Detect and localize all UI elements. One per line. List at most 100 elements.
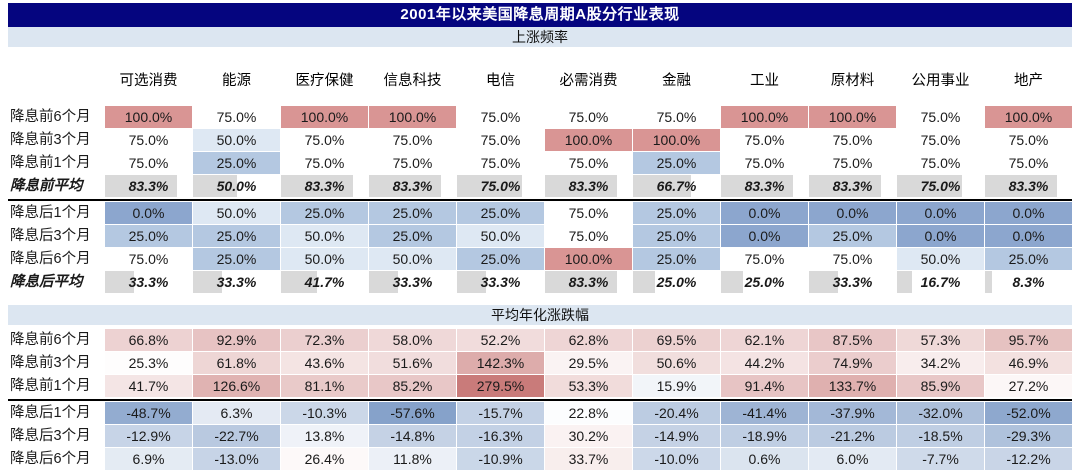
cell-value: 16.7% <box>920 274 961 290</box>
cell-value: 126.6% <box>212 378 261 394</box>
cell-value: 0.0% <box>1012 228 1045 244</box>
performance-table-body: 降息前6个月 66.8% 92.9% 72.3% 58.0% 52.2% 62.8% 69.5… <box>8 329 1072 470</box>
cell-value: 83.3% <box>392 178 433 194</box>
cell-value: 50.0% <box>216 132 257 148</box>
cell-value: 75.0% <box>1008 155 1049 171</box>
cell-value: 75.0% <box>920 109 961 125</box>
table-cell: 43.6% <box>281 352 368 374</box>
cell-value: 83.3% <box>568 178 609 194</box>
cell-value: 100.0% <box>828 109 877 125</box>
table-cell: 100.0% <box>985 106 1072 128</box>
table-cell: 83.3% <box>721 175 808 197</box>
cell-value: 66.7% <box>656 178 697 194</box>
row-label: 降息后平均 <box>10 274 83 290</box>
cell-value: 25.0% <box>480 205 521 221</box>
row-label: 降息后1个月 <box>10 205 91 221</box>
cell-value: 95.7% <box>1008 332 1049 348</box>
cell-value: 75.0% <box>920 155 961 171</box>
column-header: 信息科技 <box>383 73 442 89</box>
data-bar <box>193 175 237 197</box>
table-cell: -52.0% <box>985 402 1072 424</box>
table-cell: 83.3% <box>985 175 1072 197</box>
row-label: 降息前1个月 <box>10 378 91 394</box>
cell-value: 100.0% <box>124 109 173 125</box>
table-cell: -12.2% <box>985 448 1072 470</box>
cell-value: 33.7% <box>568 451 609 467</box>
table-cell: 52.2% <box>457 329 544 351</box>
table-cell: 25.0% <box>633 271 720 293</box>
cell-value: 75.0% <box>392 132 433 148</box>
table-cell: 83.3% <box>545 175 632 197</box>
cell-value: 33.3% <box>480 274 521 290</box>
data-bar <box>985 271 993 293</box>
table-cell: 0.0% <box>897 225 984 247</box>
cell-value: 74.9% <box>832 355 873 371</box>
cell-value: 100.0% <box>388 109 437 125</box>
table-cell: 75.0% <box>897 129 984 151</box>
table-row: 降息前6个月 100.0% 75.0% 100.0% 100.0% 75.0% 75.0% 7… <box>8 106 1072 128</box>
cell-value: -15.7% <box>478 405 523 421</box>
column-header-row: 可选消费 能源 医疗保健 信息科技 电信 必需消费 金融 工业 原材料 公用事业 地产 <box>8 69 1072 93</box>
cell-value: -10.9% <box>478 451 523 467</box>
cell-value: 75.0% <box>568 155 609 171</box>
table-cell: 50.0% <box>369 248 456 270</box>
cell-value: 0.0% <box>836 205 869 221</box>
table-cell: 6.0% <box>809 448 896 470</box>
row-label: 降息前3个月 <box>10 132 91 148</box>
cell-value: 0.6% <box>748 451 781 467</box>
cell-value: -18.5% <box>918 428 963 444</box>
cell-value: 0.0% <box>748 228 781 244</box>
cell-value: 83.3% <box>1008 178 1049 194</box>
cell-value: 75.0% <box>744 132 785 148</box>
cell-value: 25.3% <box>128 355 169 371</box>
cell-value: 50.0% <box>216 178 257 194</box>
table-cell: 50.0% <box>457 225 544 247</box>
data-bar <box>369 271 398 293</box>
table-cell: 33.3% <box>457 271 544 293</box>
table-cell: -57.6% <box>369 402 456 424</box>
table-cell: 51.6% <box>369 352 456 374</box>
table-row: 降息前平均 83.3% 50.0% 83.3% 83.3% 75.0% 83.3% 66.7%… <box>8 175 1072 197</box>
table-cell: 100.0% <box>721 106 808 128</box>
cell-value: 25.0% <box>832 228 873 244</box>
cell-value: 22.8% <box>568 405 609 421</box>
cell-value: -22.7% <box>214 428 259 444</box>
table-cell: 100.0% <box>633 129 720 151</box>
cell-value: 100.0% <box>300 109 349 125</box>
data-bar <box>633 175 692 197</box>
row-label: 降息前6个月 <box>10 109 91 125</box>
cell-value: 25.0% <box>216 155 257 171</box>
table-cell: 41.7% <box>105 375 192 397</box>
cell-value: -21.2% <box>830 428 875 444</box>
table-cell: 25.0% <box>457 202 544 224</box>
table-cell: 100.0% <box>809 106 896 128</box>
table-cell: 22.8% <box>545 402 632 424</box>
cell-value: 43.6% <box>304 355 345 371</box>
column-header: 可选消费 <box>119 73 178 89</box>
row-label: 降息前平均 <box>10 178 83 194</box>
cell-value: 83.3% <box>304 178 345 194</box>
table-cell: 75.0% <box>193 106 280 128</box>
cell-value: 25.0% <box>304 205 345 221</box>
row-label: 降息前6个月 <box>10 332 91 348</box>
cell-value: 75.0% <box>744 251 785 267</box>
column-header: 能源 <box>222 73 251 89</box>
cell-value: 75.0% <box>480 178 521 194</box>
row-label: 降息前1个月 <box>10 155 91 171</box>
table-row: 降息前6个月 66.8% 92.9% 72.3% 58.0% 52.2% 62.8% 69.5… <box>8 329 1072 351</box>
table-cell: 25.0% <box>985 248 1072 270</box>
table-cell: 50.0% <box>193 175 280 197</box>
table-cell: 0.0% <box>985 202 1072 224</box>
cell-value: 6.9% <box>132 451 165 467</box>
data-bar <box>721 175 794 197</box>
cell-value: 25.0% <box>128 228 169 244</box>
cell-value: -29.3% <box>1006 428 1051 444</box>
cell-value: -57.6% <box>390 405 435 421</box>
row-label: 降息后3个月 <box>10 428 91 444</box>
cell-value: 6.0% <box>836 451 869 467</box>
cell-value: -32.0% <box>918 405 963 421</box>
cell-value: 75.0% <box>832 132 873 148</box>
table-cell: 75.0% <box>545 202 632 224</box>
column-header: 工业 <box>750 73 779 89</box>
